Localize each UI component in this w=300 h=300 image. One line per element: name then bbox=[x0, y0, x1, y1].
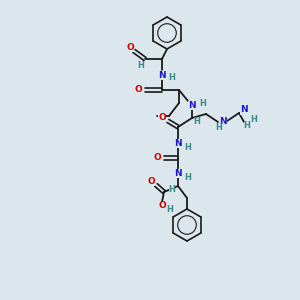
Text: H: H bbox=[167, 206, 173, 214]
Text: N: N bbox=[240, 106, 248, 115]
Text: H: H bbox=[169, 74, 176, 82]
Text: N: N bbox=[174, 169, 182, 178]
Text: O: O bbox=[147, 176, 155, 185]
Text: H: H bbox=[184, 172, 191, 182]
Text: O: O bbox=[126, 43, 134, 52]
Text: O: O bbox=[158, 112, 166, 122]
Text: N: N bbox=[219, 116, 227, 125]
Text: H: H bbox=[216, 124, 222, 133]
Text: O: O bbox=[134, 85, 142, 94]
Text: N: N bbox=[158, 70, 166, 80]
Text: N: N bbox=[174, 139, 182, 148]
Text: H: H bbox=[194, 118, 200, 127]
Text: H: H bbox=[250, 116, 257, 124]
Text: H: H bbox=[200, 98, 206, 107]
Text: H: H bbox=[244, 122, 250, 130]
Text: O: O bbox=[153, 154, 161, 163]
Text: N: N bbox=[188, 100, 196, 109]
Text: H: H bbox=[184, 142, 191, 152]
Text: H: H bbox=[169, 184, 176, 194]
Text: H: H bbox=[138, 61, 144, 70]
Text: O: O bbox=[158, 202, 166, 211]
